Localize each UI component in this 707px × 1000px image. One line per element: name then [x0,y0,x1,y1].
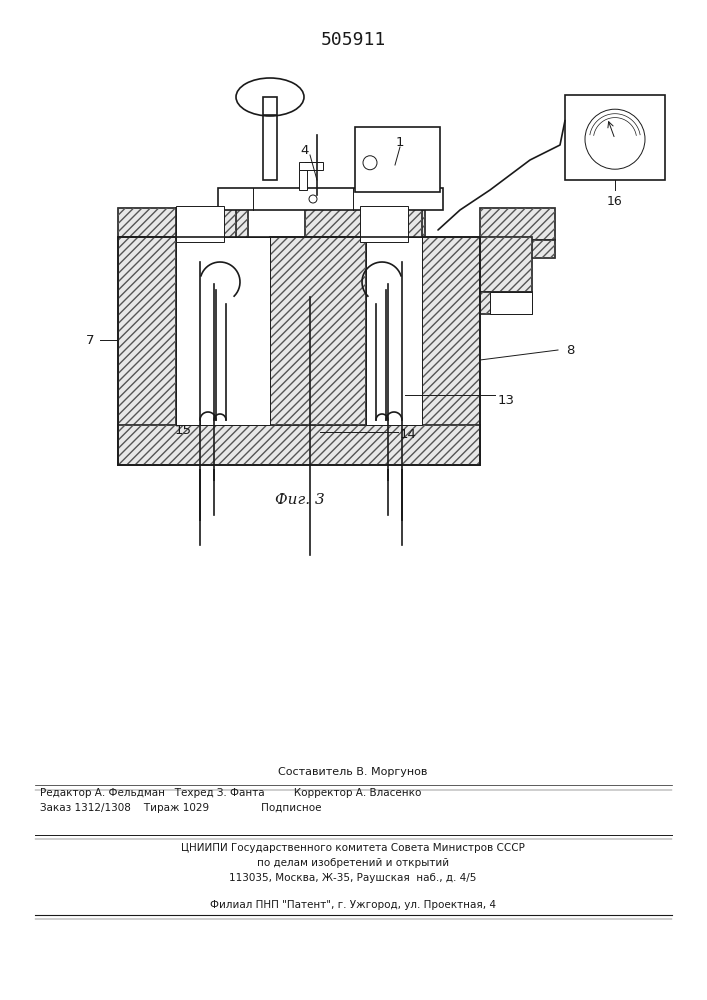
Text: 8: 8 [566,344,574,357]
Bar [362,208,422,240]
Bar [263,115,277,180]
Text: 505911: 505911 [320,31,385,49]
Bar [422,237,480,465]
Text: 1: 1 [396,135,404,148]
Bar [176,237,270,425]
Bar [366,237,422,425]
Text: Филиал ПНП "Патент", г. Ужгород, ул. Проектная, 4: Филиал ПНП "Патент", г. Ужгород, ул. Про… [210,900,496,910]
Bar [480,240,555,258]
Bar [480,240,555,258]
Text: Составитель В. Моргунов: Составитель В. Моргунов [279,767,428,777]
Bar [118,425,480,465]
Bar [218,188,443,210]
Bar [118,237,176,465]
Ellipse shape [236,78,304,116]
Bar [480,292,532,314]
Text: 7: 7 [86,334,94,347]
Text: 4: 4 [300,143,309,156]
Bar [263,97,277,115]
Text: Фиг. 3: Фиг. 3 [275,493,325,507]
Bar [360,206,408,242]
Bar [305,208,425,240]
Bar [362,208,422,240]
Text: 13: 13 [498,393,515,406]
Bar [490,292,532,314]
Bar [480,208,555,240]
Bar [118,237,480,465]
Circle shape [309,195,317,203]
Text: Заказ 1312/1308    Тираж 1029                Подписное: Заказ 1312/1308 Тираж 1029 Подписное [40,803,322,813]
Bar [118,208,248,240]
Bar [480,237,532,292]
Text: по делам изобретений и открытий: по делам изобретений и открытий [257,858,449,868]
Bar [299,162,323,170]
Bar [565,95,665,180]
Bar [480,208,555,240]
Bar [355,127,440,192]
Text: 113035, Москва, Ж-35, Раушская  наб., д. 4/5: 113035, Москва, Ж-35, Раушская наб., д. … [229,873,477,883]
Text: 16: 16 [607,195,623,208]
Bar [176,208,236,240]
Bar [118,237,176,465]
Circle shape [585,109,645,169]
Bar [270,237,366,425]
Bar [118,208,248,240]
Bar [422,237,480,465]
Circle shape [363,156,377,170]
Text: Редактор А. Фельдман   Техред З. Фанта         Корректор А. Власенко: Редактор А. Фельдман Техред З. Фанта Кор… [40,788,421,798]
Bar [176,208,236,240]
Text: 15: 15 [175,424,192,436]
Text: ЦНИИПИ Государственного комитета Совета Министров СССР: ЦНИИПИ Государственного комитета Совета … [181,843,525,853]
Bar [480,292,532,314]
Bar [305,208,425,240]
Bar [270,237,366,425]
Bar [480,237,532,292]
Bar [118,425,480,465]
Bar [299,170,307,190]
Text: 14: 14 [400,428,417,442]
Bar [176,206,224,242]
